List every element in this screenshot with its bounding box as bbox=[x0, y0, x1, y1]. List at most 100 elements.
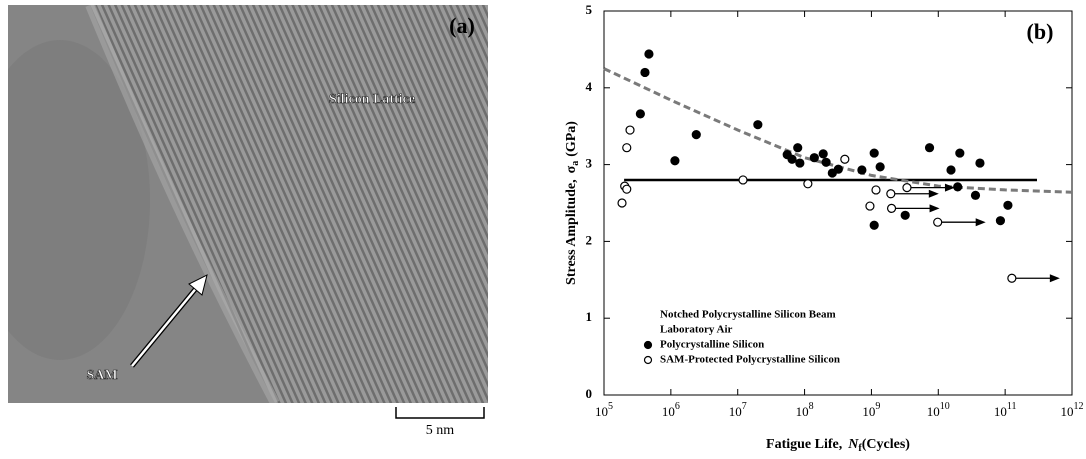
point bbox=[871, 185, 881, 195]
x-tick-label: 108 bbox=[796, 401, 814, 419]
x-tick-label: 106 bbox=[662, 401, 680, 419]
x-label-unit: (Cycles) bbox=[862, 437, 911, 452]
y-label-text: Stress Amplitude, bbox=[564, 179, 579, 285]
point bbox=[955, 148, 965, 158]
runout-arrow-head bbox=[929, 204, 940, 213]
point bbox=[933, 217, 943, 227]
arrow bbox=[131, 285, 199, 367]
point bbox=[635, 109, 645, 119]
point bbox=[865, 201, 875, 211]
point bbox=[924, 143, 935, 153]
point bbox=[840, 154, 850, 164]
x-tick-exponent: 6 bbox=[675, 401, 680, 412]
y-label-unit: (GPa) bbox=[564, 121, 579, 157]
annotation: SAM bbox=[86, 368, 117, 383]
arrow-head bbox=[188, 274, 208, 296]
y-tick-label: 4 bbox=[586, 79, 593, 94]
x-tick-exponent: 5 bbox=[608, 401, 613, 412]
point bbox=[886, 189, 896, 199]
point bbox=[753, 120, 763, 130]
point bbox=[875, 162, 885, 172]
point bbox=[995, 216, 1006, 226]
scale-bar bbox=[395, 407, 485, 419]
x-tick-label: 1011 bbox=[994, 401, 1017, 419]
point bbox=[809, 153, 819, 163]
point bbox=[953, 182, 963, 192]
legend-label: SAM-Protected Polycrystalline Silicon bbox=[660, 354, 840, 366]
tem-image bbox=[8, 5, 488, 403]
point bbox=[670, 156, 680, 166]
x-axis-label: Fatigue Life, Nf(Cycles) bbox=[766, 437, 910, 454]
point bbox=[886, 203, 897, 213]
x-tick-exponent: 9 bbox=[875, 401, 880, 412]
x-tick-exponent: 10 bbox=[940, 401, 950, 412]
panel-label: (a) bbox=[449, 13, 475, 38]
y-tick-label: 3 bbox=[586, 156, 593, 171]
point bbox=[622, 143, 632, 153]
x-label-sub: f bbox=[858, 443, 862, 454]
x-tick-label: 105 bbox=[595, 401, 613, 419]
point bbox=[691, 130, 701, 140]
point bbox=[818, 149, 828, 159]
x-tick-exponent: 12 bbox=[1074, 401, 1084, 412]
point bbox=[617, 198, 627, 208]
x-tick-base: 10 bbox=[595, 404, 608, 419]
x-label-text: Fatigue Life, bbox=[766, 437, 842, 452]
point bbox=[833, 164, 843, 174]
annotation: Silicon Lattice bbox=[329, 92, 415, 107]
panel-label: (b) bbox=[1027, 19, 1054, 44]
y-tick-label: 2 bbox=[586, 232, 593, 247]
x-label-symbol: N bbox=[847, 437, 859, 452]
point bbox=[1007, 273, 1017, 283]
y-label-symbol: σ bbox=[564, 165, 579, 173]
point bbox=[869, 220, 879, 230]
point bbox=[803, 179, 813, 189]
point bbox=[622, 184, 632, 194]
point bbox=[640, 67, 650, 78]
runout-arrow-head bbox=[928, 189, 939, 198]
legend-label: Polycrystalline Silicon bbox=[660, 339, 764, 351]
x-tick-exponent: 11 bbox=[1007, 401, 1017, 412]
legend-marker bbox=[643, 355, 653, 365]
x-tick-label: 107 bbox=[729, 401, 747, 419]
point bbox=[1003, 200, 1013, 210]
point bbox=[869, 148, 879, 158]
y-tick-label: 0 bbox=[586, 386, 593, 401]
x-tick-base: 10 bbox=[796, 404, 809, 419]
scale-bar-label: 5 nm bbox=[426, 423, 455, 438]
x-tick-base: 10 bbox=[729, 404, 742, 419]
runout-arrow-head bbox=[944, 183, 955, 192]
x-tick-base: 10 bbox=[927, 404, 940, 419]
point bbox=[787, 154, 797, 164]
x-tick-exponent: 8 bbox=[809, 401, 814, 412]
plot-frame bbox=[603, 10, 1073, 396]
point bbox=[900, 210, 910, 220]
x-tick-base: 10 bbox=[662, 404, 675, 419]
point bbox=[821, 157, 831, 167]
point bbox=[738, 175, 748, 185]
runout-arrow-head bbox=[975, 218, 986, 227]
legend-marker bbox=[643, 340, 653, 350]
point bbox=[970, 190, 981, 200]
legend-note: Laboratory Air bbox=[660, 324, 733, 336]
x-tick-base: 10 bbox=[994, 404, 1007, 419]
point bbox=[795, 158, 805, 168]
y-tick-label: 5 bbox=[586, 2, 593, 17]
y-axis-label: Stress Amplitude, σa (GPa) bbox=[564, 121, 581, 285]
point bbox=[857, 165, 867, 175]
point bbox=[902, 183, 912, 193]
x-tick-label: 1010 bbox=[927, 401, 950, 419]
point bbox=[644, 49, 654, 59]
x-tick-exponent: 7 bbox=[742, 401, 747, 412]
point bbox=[946, 165, 956, 175]
x-tick-label: 109 bbox=[862, 401, 880, 419]
x-tick-base: 10 bbox=[862, 404, 875, 419]
point bbox=[975, 158, 985, 168]
runout-arrow-head bbox=[1049, 274, 1060, 283]
y-label-sub: a bbox=[570, 161, 581, 166]
point bbox=[625, 125, 635, 135]
legend-note: Notched Polycrystalline Silicon Beam bbox=[660, 309, 836, 321]
x-tick-label: 1012 bbox=[1061, 401, 1084, 419]
x-tick-base: 10 bbox=[1061, 404, 1074, 419]
